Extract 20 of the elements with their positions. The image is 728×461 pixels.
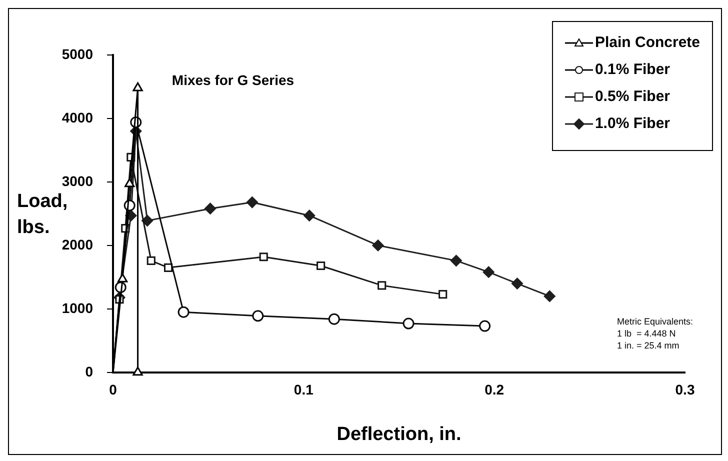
- legend-label: Plain Concrete: [594, 34, 700, 51]
- x-axis-title: Deflection, in.: [336, 424, 462, 445]
- y-tick-label: 3000: [62, 172, 94, 189]
- annotation: Metric Equivalents:: [617, 316, 694, 326]
- x-tick-label: 0.3: [675, 382, 695, 398]
- annotation: 1 lb = 4.448 N: [617, 328, 676, 338]
- y-tick-label: 0: [85, 363, 94, 380]
- y-axis-title: Load, lbs.: [17, 191, 68, 238]
- y-tick-label: 1000: [62, 300, 94, 316]
- legend-label: 0.1% Fiber: [594, 61, 670, 78]
- text: Mixes for G Series: [172, 72, 294, 88]
- x-tick-label: 0: [109, 382, 118, 398]
- annotation: 1 in. = 25.4 mm: [617, 340, 680, 350]
- x-tick-label: 0.1: [294, 382, 314, 398]
- y-tick-label: 5000: [62, 46, 94, 62]
- y-tick-label: 2000: [62, 236, 94, 252]
- legend-label: 1.0% Fiber: [594, 115, 670, 132]
- y-tick-label: 4000: [62, 109, 94, 126]
- x-tick-label: 0.2: [484, 382, 504, 398]
- legend-label: 0.5% Fiber: [594, 88, 670, 105]
